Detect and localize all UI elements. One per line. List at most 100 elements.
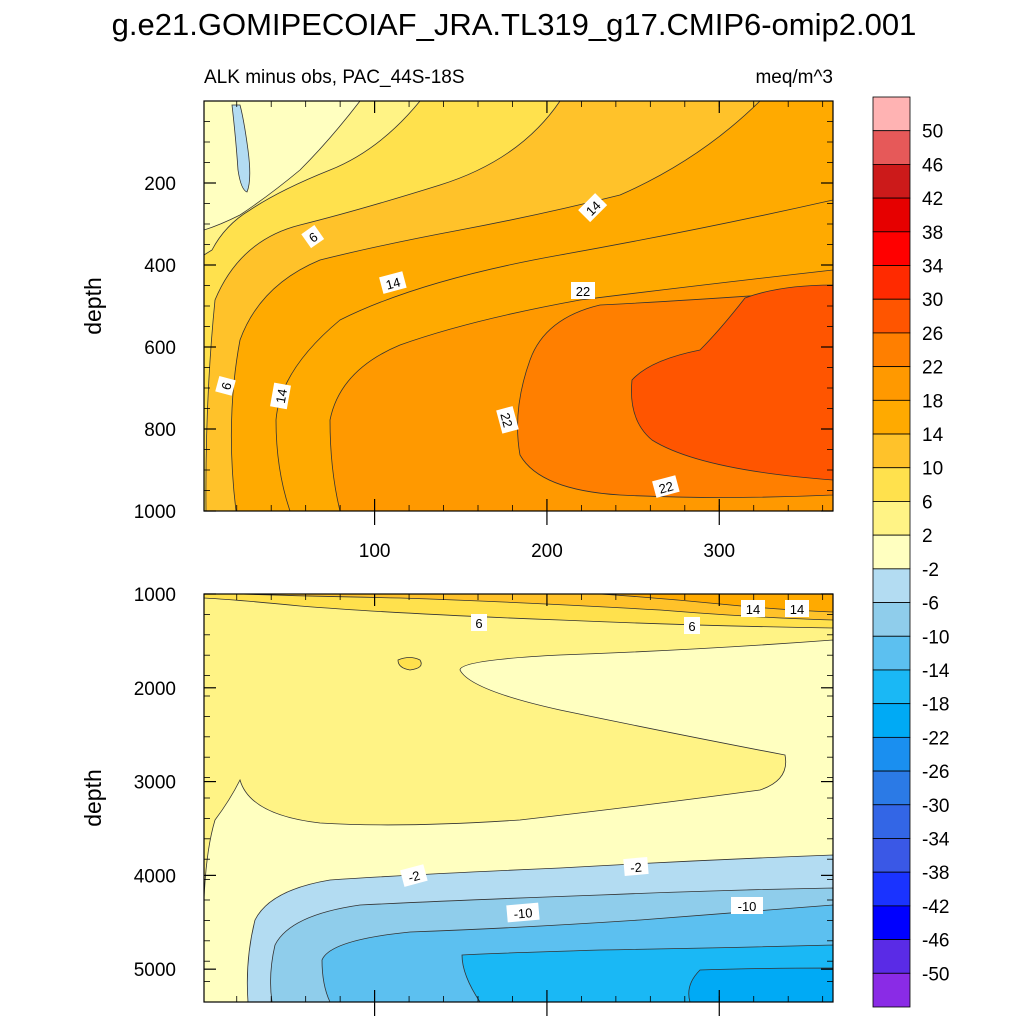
upper-contour-label-box: [301, 225, 325, 249]
colorbar-label: 42: [922, 189, 943, 210]
colorbar-label: -22: [922, 728, 949, 749]
colorbar-label: -42: [922, 897, 949, 918]
colorbar-label: -26: [922, 762, 949, 783]
upper-contour-label: 22: [571, 282, 595, 299]
x-tick-label: 300: [703, 541, 735, 562]
fill-band-minus22-minus18: [688, 967, 833, 1002]
colorbar-swatch: [872, 197, 911, 233]
colorbar-swatch: [872, 231, 911, 266]
colorbar-swatch: [872, 669, 911, 705]
lower-contour-label-text: -2: [630, 860, 643, 876]
colorbar-swatch: [872, 736, 911, 772]
colorbar-swatch: [872, 366, 911, 401]
colorbar-swatch: [872, 568, 911, 603]
lower-panel: 6 6 14 14 -2 -2 -10 -10 1000 2000 3000 4000 5000 de…: [80, 585, 834, 1016]
colorbar-label: -50: [922, 964, 949, 985]
colorbar: 50 46 42 38 34 30 26 22 18 14 10 6 2 -2 -6 -10 -14 -18 -22…: [872, 96, 950, 1008]
lower-contour-label-text: 14: [790, 602, 804, 617]
upper-contour-label-box: [270, 382, 291, 410]
colorbar-swatch: [872, 534, 911, 570]
lower-y-tick-label: 4000: [134, 866, 176, 887]
lower-contour-label-text: -2: [407, 868, 422, 885]
colorbar-label: -46: [922, 931, 949, 952]
upper-y-tick-label: 600: [144, 338, 176, 359]
upper-contour-label-box: [496, 406, 519, 434]
upper-contour-label-text: 14: [273, 388, 290, 405]
colorbar-swatch: [872, 164, 911, 199]
upper-contour-label: 22: [496, 406, 519, 434]
lower-y-tick-label: 5000: [134, 960, 176, 981]
colorbar-label: 46: [922, 155, 943, 176]
upper-contour-label-text: 22: [497, 411, 515, 429]
colorbar-swatch: [872, 298, 911, 334]
upper-contour-label: 6: [215, 375, 236, 396]
lower-y-tick-label: 3000: [134, 773, 176, 794]
subtitle-units: meq/m^3: [755, 67, 833, 88]
colorbar-label: 50: [922, 122, 943, 143]
upper-y-tick-label: 400: [144, 256, 176, 277]
colorbar-swatch: [872, 939, 911, 974]
lower-contour-label: 14: [741, 600, 765, 617]
colorbar-label: 34: [922, 257, 944, 278]
upper-contour-label-text: 22: [576, 284, 590, 299]
lower-x-axis: [236, 594, 824, 1016]
upper-contour-label-box: [652, 475, 680, 498]
upper-contour-label-box: [379, 271, 407, 294]
lower-contour-label-box: [400, 864, 428, 887]
upper-y-tick-label: 200: [144, 174, 176, 195]
upper-x-axis: 100 200 300: [236, 101, 824, 562]
lower-contour-label-box: [623, 856, 649, 877]
colorbar-swatch: [872, 130, 911, 165]
upper-contour-label-box: [571, 282, 595, 299]
colorbar-label: -30: [922, 796, 949, 817]
lower-contour-label-box: [471, 614, 487, 631]
lower-y-tick-label: 1000: [134, 585, 176, 606]
colorbar-swatch: [872, 905, 911, 940]
upper-panel: 6 14 6 14 22 14 22 22 200 400 600 800 1000 100 200 30…: [80, 100, 834, 562]
colorbar-swatch: [872, 501, 911, 536]
fill-band-26-30: [631, 284, 833, 481]
colorbar-swatch: [872, 467, 911, 502]
lower-contour-label-text: 6: [475, 616, 482, 631]
colorbar-label: 38: [922, 223, 943, 244]
colorbar-label: 22: [922, 358, 943, 379]
upper-contour-labels: 6 14 6 14 22 14 22 22: [215, 193, 680, 498]
lower-contour-label-box: [731, 897, 763, 914]
colorbar-label: -14: [922, 661, 950, 682]
colorbar-swatch: [872, 265, 911, 300]
colorbar-label: 18: [922, 391, 943, 412]
colorbar-label: 6: [922, 492, 933, 513]
colorbar-swatch: [872, 703, 911, 738]
lower-contour-label: 14: [785, 600, 809, 617]
lower-contour-label: -10: [506, 902, 540, 923]
upper-y-axis: 200 400 600 800 1000: [134, 100, 833, 523]
colorbar-label: -6: [922, 594, 939, 615]
colorbar-swatch: [872, 871, 911, 907]
lower-contour-label-text: 6: [688, 619, 695, 634]
shallow-island: [397, 657, 422, 671]
lower-contour-label-box: [741, 600, 765, 617]
lower-contour-label: 6: [684, 617, 700, 634]
upper-contour-label-box: [215, 375, 236, 396]
lower-contour-label: -2: [400, 864, 428, 887]
lower-contour-label-text: -10: [513, 905, 533, 922]
colorbar-swatch: [872, 96, 911, 132]
lower-contour-label-box: [684, 617, 700, 634]
lower-contour-label-box: [785, 600, 809, 617]
colorbar-label: -18: [922, 695, 949, 716]
lower-y-axis-label: depth: [80, 769, 106, 827]
upper-contour-label: 6: [301, 225, 325, 249]
lower-contour-label-text: -10: [738, 899, 757, 914]
upper-contour-fills: [204, 101, 833, 511]
lower-contour-label: 6: [471, 614, 487, 631]
upper-contour-label: 14: [379, 271, 407, 294]
lower-contour-fills: [204, 594, 833, 1002]
colorbar-swatch: [872, 602, 911, 637]
colorbar-swatch: [872, 770, 911, 806]
upper-contour-label-text: 6: [218, 381, 234, 392]
lower-contour-label: -2: [623, 856, 649, 877]
upper-contour-label: 14: [270, 382, 291, 410]
colorbar-swatch: [872, 838, 911, 873]
lower-y-tick-label: 2000: [134, 679, 176, 700]
